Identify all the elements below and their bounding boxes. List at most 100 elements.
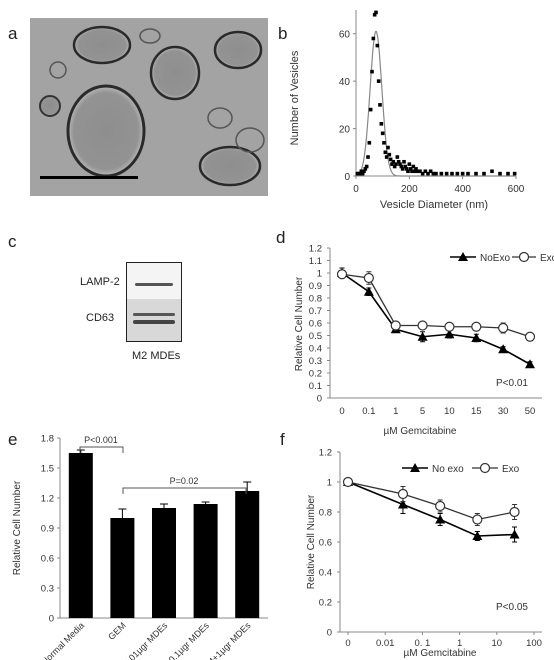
b-data-point	[366, 155, 370, 159]
chart-b-vesicle-size: 0 20 40 60 0 200 400 600 Vesicle Diameter (nm)…	[289, 10, 525, 211]
b-data-point	[388, 157, 393, 162]
chart-b-xlabel: Vesicle Diameter (nm)	[380, 199, 488, 211]
chart-f-legend: No exo Exo	[402, 462, 520, 475]
cryo-em-micrograph	[30, 18, 268, 196]
d-circle-marker	[417, 320, 428, 331]
d-ytick-label: 0.5	[309, 331, 322, 342]
b-data-point	[506, 171, 510, 176]
legend-circle-marker	[479, 462, 491, 474]
chart-b-axes	[355, 10, 516, 177]
d-ytick-label: 1.2	[309, 244, 322, 255]
b-data-point	[512, 171, 517, 176]
chart-e-bar-chart: 0 0.3 0.6 0.9 1.2 1.5 1.8 Relative Cell Number…	[12, 434, 268, 660]
f-ytick-label: 1	[327, 478, 332, 489]
d-circle-marker	[336, 269, 348, 280]
chart-f-pvalue: P<0.05	[496, 602, 528, 613]
b-data-point	[386, 145, 390, 150]
b-data-point	[410, 169, 414, 174]
b-data-point	[399, 164, 404, 169]
b-xtick-label: 600	[508, 184, 525, 195]
b-ytick-label: 0	[344, 172, 350, 183]
b-data-point	[412, 169, 417, 174]
b-data-point	[498, 171, 502, 176]
f-xtick-label: 0	[345, 638, 350, 649]
b-data-point	[372, 12, 377, 17]
b-data-point	[444, 171, 449, 176]
d-circle-marker	[498, 322, 509, 334]
e-xtick-label: GEM	[106, 620, 128, 642]
chart-e-brackets: P<0.001 P=0.02	[79, 435, 247, 494]
blot-label-lamp2: LAMP-2	[80, 276, 120, 288]
e-ytick-label: 0.9	[41, 524, 54, 535]
b-data-point	[400, 167, 405, 171]
chart-b-ylabel: Number of Vesicles	[289, 50, 301, 145]
b-data-point	[408, 167, 413, 171]
f-ytick-label: 0.4	[319, 568, 332, 579]
b-data-point	[358, 171, 362, 176]
d-circle-marker	[363, 272, 374, 284]
f-triangle-marker	[472, 531, 483, 540]
b-data-point	[418, 169, 422, 174]
b-data-point	[420, 171, 425, 176]
chart-e-ylabel: Relative Cell Number	[12, 480, 23, 575]
d-ytick-label: 1	[317, 269, 322, 280]
e-bar	[152, 508, 176, 618]
legend-triangle-marker	[410, 463, 420, 472]
b-data-point	[375, 43, 380, 48]
f-circle-marker	[509, 506, 520, 518]
b-data-point	[391, 159, 396, 164]
f-circle-marker	[397, 488, 409, 500]
d-ytick-label: 0.6	[309, 319, 322, 330]
western-blot	[126, 262, 182, 342]
b-data-point	[404, 167, 409, 171]
b-data-point	[384, 155, 389, 159]
f-xtick-label: 0.01	[376, 638, 395, 649]
b-data-point	[455, 171, 460, 176]
legend-exo: Exo	[502, 464, 520, 475]
panel-letter-d: d	[276, 228, 286, 247]
d-circle-marker	[471, 321, 482, 332]
b-data-point	[411, 164, 416, 169]
panel-letter-c: c	[8, 232, 17, 251]
b-data-point	[434, 171, 438, 176]
b-data-point	[367, 141, 372, 145]
e-bar	[235, 491, 260, 618]
e-xtick-label: Normal Media	[40, 620, 87, 660]
panel-letter-b: b	[278, 24, 288, 43]
chart-f-ylabel: Relative Cell Number	[306, 494, 317, 589]
b-xtick-label: 0	[353, 184, 359, 195]
legend-noexo: NoExo	[480, 253, 510, 264]
d-ytick-label: 0.8	[309, 294, 322, 305]
b-data-point	[439, 171, 444, 176]
chart-d-legend: NoExo Exo	[450, 251, 554, 264]
b-data-point	[402, 159, 406, 164]
e-bar	[193, 504, 218, 618]
panel-letter-f: f	[280, 430, 285, 449]
blot-label-cd63: CD63	[86, 312, 115, 324]
chart-d-pvalue: P<0.01	[496, 378, 528, 389]
d-triangle-marker	[444, 329, 455, 339]
b-data-point	[387, 152, 392, 157]
d-triangle-marker	[363, 286, 374, 296]
annotation-p001: P<0.001	[84, 435, 118, 445]
b-xtick-label: 200	[401, 184, 418, 195]
b-data-point	[376, 79, 381, 83]
chart-d-axes	[329, 248, 542, 399]
chart-b-fit-curve	[355, 30, 516, 177]
f-circle-marker	[435, 500, 446, 512]
b-data-point	[426, 171, 430, 176]
b-data-point	[428, 169, 433, 174]
b-data-point	[382, 141, 386, 145]
b-data-point	[370, 69, 374, 74]
b-data-point	[482, 171, 486, 176]
panel-letter-a: a	[8, 24, 18, 43]
d-ytick-label: 0.7	[309, 306, 322, 317]
b-data-point	[466, 171, 470, 176]
e-ytick-label: 0.3	[41, 584, 54, 595]
f-triangle-marker	[509, 529, 520, 539]
b-data-point	[450, 171, 454, 176]
chart-d-ylabel: Relative Cell Number	[294, 276, 305, 371]
band-lamp2	[135, 283, 173, 286]
chart-f-xlabel: µM Gemcitabine	[403, 648, 476, 659]
d-circle-marker	[390, 320, 401, 331]
